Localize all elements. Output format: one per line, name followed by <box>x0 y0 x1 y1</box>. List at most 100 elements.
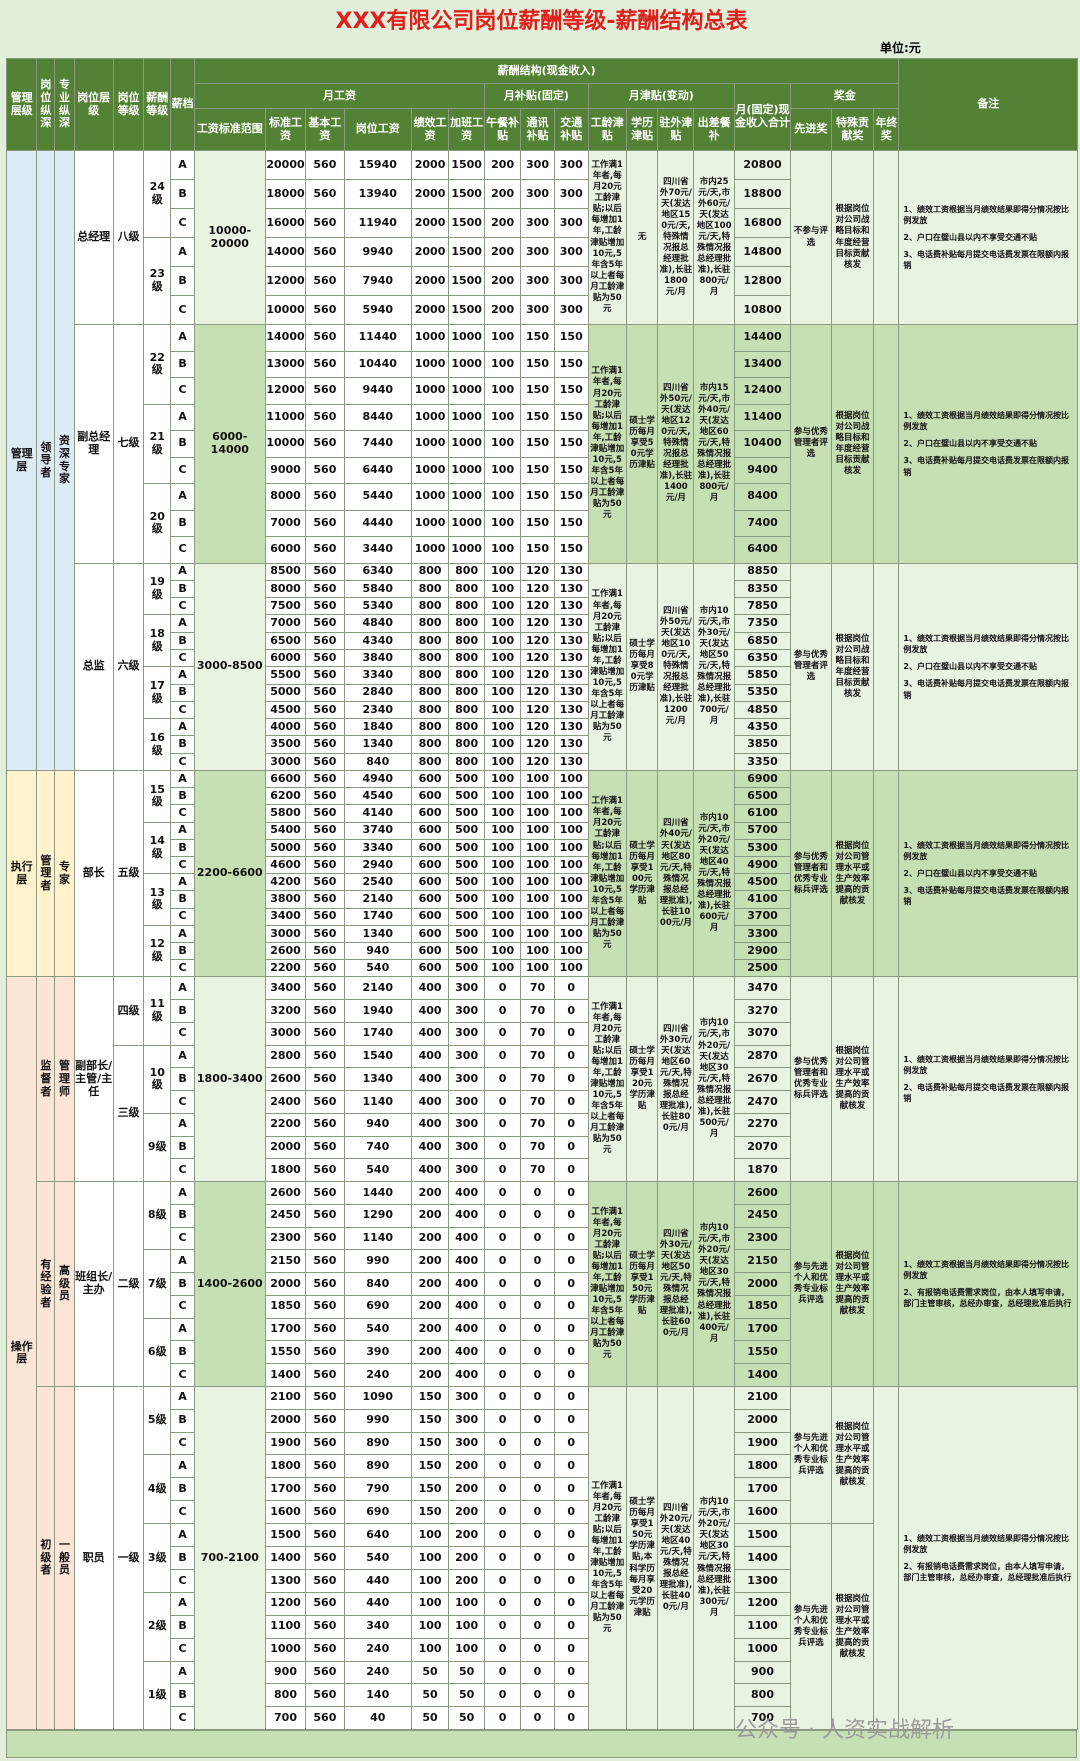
depth-cell: 领导者 <box>36 149 56 772</box>
number-cell: 200 <box>448 1477 486 1502</box>
number-cell: 790 <box>343 1477 412 1502</box>
number-cell: 50 <box>410 1706 450 1731</box>
number-cell: 1440 <box>343 1181 412 1205</box>
number-cell: 560 <box>305 1021 345 1046</box>
number-cell: 70 <box>520 976 555 1001</box>
overseas-cell-text: 四川省外40元/天(发达地区80元/天,特殊情况报总经理批准),长驻1000元/… <box>659 818 693 928</box>
total-cell: 9400 <box>733 456 792 484</box>
travel-cell-text: 市内10元/天,市外20元/天(发达地区40元/天,特殊情况报总经理批准),长驻… <box>697 812 732 934</box>
total-cell: 3070 <box>733 1021 792 1046</box>
number-cell: 0 <box>484 1021 522 1046</box>
number-cell: 0 <box>484 1614 522 1639</box>
total-cell: 1000 <box>733 1637 792 1662</box>
range-cell: 10000-20000 <box>193 150 266 325</box>
table-row: B 8000 560 5840 800 800 100 120 130 8350 <box>7 579 1078 599</box>
year-end-cell <box>873 150 900 325</box>
number-cell: 0 <box>553 1614 589 1639</box>
number-cell: 100 <box>484 821 522 840</box>
header-cell: 薪档 <box>170 58 195 151</box>
number-cell: 1340 <box>343 735 412 754</box>
band-cell: C <box>170 855 195 875</box>
number-cell: 560 <box>305 509 345 537</box>
number-cell: 400 <box>410 999 450 1023</box>
number-cell: 6340 <box>343 562 412 581</box>
number-cell: 100 <box>484 377 522 405</box>
remark-line: 2、户口在璧山县以内不享受交通不贴 <box>903 662 1037 672</box>
remark-line: 1、绩效工资根据当月绩效结果即得分情况按比例发放 <box>903 410 1069 431</box>
header-cell: 工龄津贴 <box>587 108 627 151</box>
number-cell: 130 <box>553 666 589 685</box>
number-cell: 100 <box>553 804 589 823</box>
number-cell: 5340 <box>343 597 412 616</box>
number-cell: 4340 <box>343 631 412 650</box>
number-cell: 130 <box>553 597 589 616</box>
number-cell: 560 <box>305 718 345 737</box>
number-cell: 560 <box>305 1431 345 1456</box>
number-cell: 300 <box>448 1090 486 1114</box>
number-cell: 400 <box>448 1317 486 1342</box>
number-cell: 0 <box>553 1294 589 1319</box>
number-cell: 100 <box>520 821 555 840</box>
number-cell: 0 <box>484 1454 522 1479</box>
number-cell: 150 <box>410 1477 450 1502</box>
number-cell: 150 <box>520 536 555 564</box>
number-cell: 10440 <box>343 350 412 378</box>
total-cell: 3850 <box>733 735 792 754</box>
number-cell: 0 <box>553 1591 589 1616</box>
band-cell: C <box>170 208 195 238</box>
special-cell-text: 根据岗位对公司战略目标和年度经营目标贡献核发 <box>835 633 870 699</box>
number-cell: 1700 <box>264 1477 307 1502</box>
award-cell-text: 参与先进个人和优秀专业标兵评选 <box>793 1432 828 1477</box>
number-cell: 2200 <box>264 959 307 978</box>
number-cell: 560 <box>305 597 345 616</box>
education-cell-text: 硕士学历每月享受50元学历津贴 <box>629 416 655 471</box>
total-cell: 8400 <box>733 483 792 511</box>
number-cell: 0 <box>520 1181 555 1205</box>
number-cell: 540 <box>343 1546 412 1570</box>
number-cell: 800 <box>410 562 450 581</box>
table-row: 12级 A 3000 560 1340 600 500 100 100 100 3300 <box>7 924 1078 978</box>
number-cell: 0 <box>553 1249 589 1274</box>
number-cell: 0 <box>484 1637 522 1662</box>
level-cell: 9级 <box>143 1112 172 1183</box>
total-cell: 900 <box>733 1660 792 1685</box>
number-cell: 560 <box>305 1272 345 1296</box>
number-cell: 130 <box>553 648 589 668</box>
table-row: C 1850 560 690 200 400 0 0 0 1850 <box>7 1294 1078 1319</box>
total-cell: 2000 <box>733 1272 792 1296</box>
number-cell: 0 <box>520 1683 555 1708</box>
number-cell: 560 <box>305 1203 345 1228</box>
total-cell: 6100 <box>733 804 792 823</box>
number-cell: 120 <box>520 666 555 685</box>
level-cell: 7级 <box>143 1249 172 1319</box>
number-cell: 8440 <box>343 403 412 431</box>
level-cell: 10级 <box>143 1044 172 1114</box>
number-cell: 4200 <box>264 873 307 892</box>
travel-cell-text: 市内10元/天,市外30元/天(发达地区50元/天,特殊情况报总经理批准),长驻… <box>697 606 732 727</box>
number-cell: 15940 <box>343 150 412 180</box>
number-cell: 1200 <box>264 1591 307 1616</box>
number-cell: 1740 <box>343 1021 412 1046</box>
special-cell: 根据岗位对公司战略目标和年度经营目标贡献核发 <box>830 324 875 564</box>
number-cell: 0 <box>553 1408 589 1433</box>
number-cell: 500 <box>448 770 486 789</box>
number-cell: 150 <box>520 324 555 352</box>
total-cell: 8350 <box>733 579 792 599</box>
special-cell-text: 根据岗位对公司管理水平或生产效率提高的贡献核发 <box>835 840 870 906</box>
seniority-cell-text: 工作满1年者,每月20元工龄津贴;以后每增加1年,工龄津贴增加10元,5年含5年… <box>590 589 625 744</box>
number-cell: 14000 <box>264 324 307 352</box>
number-cell: 3440 <box>343 536 412 564</box>
band-cell: B <box>170 683 195 702</box>
number-cell: 800 <box>448 718 486 737</box>
number-cell: 0 <box>484 1272 522 1296</box>
number-cell: 300 <box>448 1385 486 1410</box>
table-row: C 1300 560 440 100 200 0 0 0 1300 <box>7 1568 1078 1593</box>
seniority-cell: 工作满1年者,每月20元工龄津贴;以后每增加1年,工龄津贴增加10元,5年含5年… <box>587 1385 627 1731</box>
number-cell: 2300 <box>264 1226 307 1251</box>
level-cell: 20级 <box>143 483 172 564</box>
number-cell: 1000 <box>410 403 450 431</box>
number-cell: 560 <box>305 1340 345 1365</box>
table-row: 4级 A 1800 560 890 150 200 0 0 0 1800 <box>7 1454 1078 1525</box>
number-cell: 0 <box>553 1317 589 1342</box>
number-cell: 500 <box>448 804 486 823</box>
